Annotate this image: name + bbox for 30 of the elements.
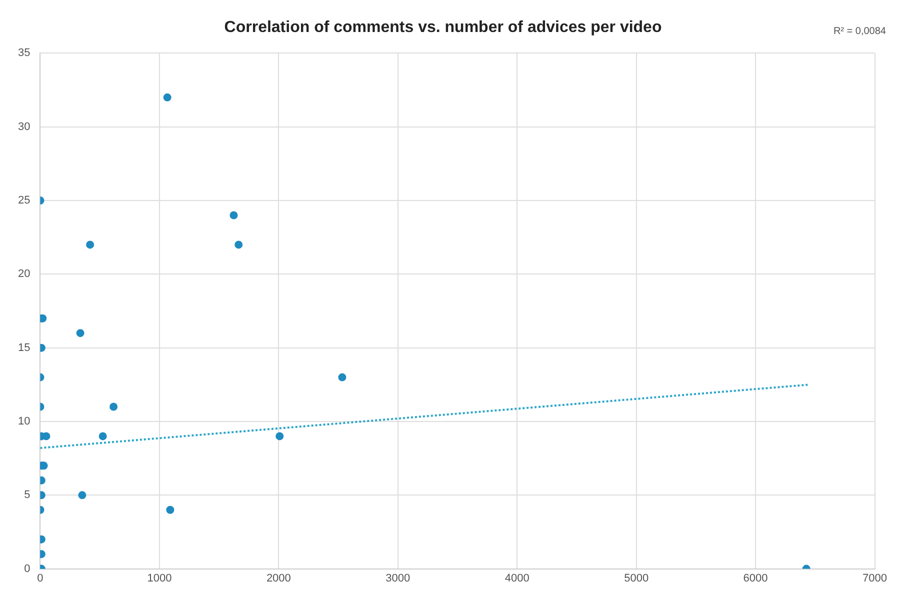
point: [234, 240, 243, 249]
y-tick-label: 30: [18, 120, 30, 133]
y-tick-label: 25: [18, 194, 30, 207]
point: [86, 240, 94, 249]
x-tick-label: 2000: [266, 572, 291, 584]
point: [110, 402, 118, 411]
x-tick-label: 5000: [624, 572, 649, 584]
x-tick-label: 0: [37, 572, 44, 584]
point: [163, 93, 172, 102]
x-tick-label: 4000: [504, 572, 530, 584]
chart-title: Correlation of comments vs. number of advices per video: [224, 19, 662, 36]
point: [230, 211, 238, 220]
x-tick-label: 7000: [862, 572, 888, 584]
y-tick-label: 20: [18, 268, 30, 280]
point: [76, 329, 84, 338]
y-tick-label: 5: [24, 489, 30, 502]
point: [40, 462, 48, 470]
y-tick-label: 10: [18, 416, 30, 428]
point: [98, 432, 107, 440]
point: [276, 432, 284, 440]
x-tick-label: 1000: [147, 572, 172, 584]
point: [166, 506, 174, 514]
y-tick-label: 0: [24, 562, 30, 575]
point: [78, 491, 86, 500]
point: [338, 373, 346, 382]
y-tick-label: 15: [18, 342, 30, 354]
text: R² = 0,0084: [833, 26, 886, 37]
x-tick-label: 6000: [743, 572, 768, 584]
x-tick-label: 3000: [386, 572, 410, 584]
y-tick-label: 35: [18, 47, 30, 60]
